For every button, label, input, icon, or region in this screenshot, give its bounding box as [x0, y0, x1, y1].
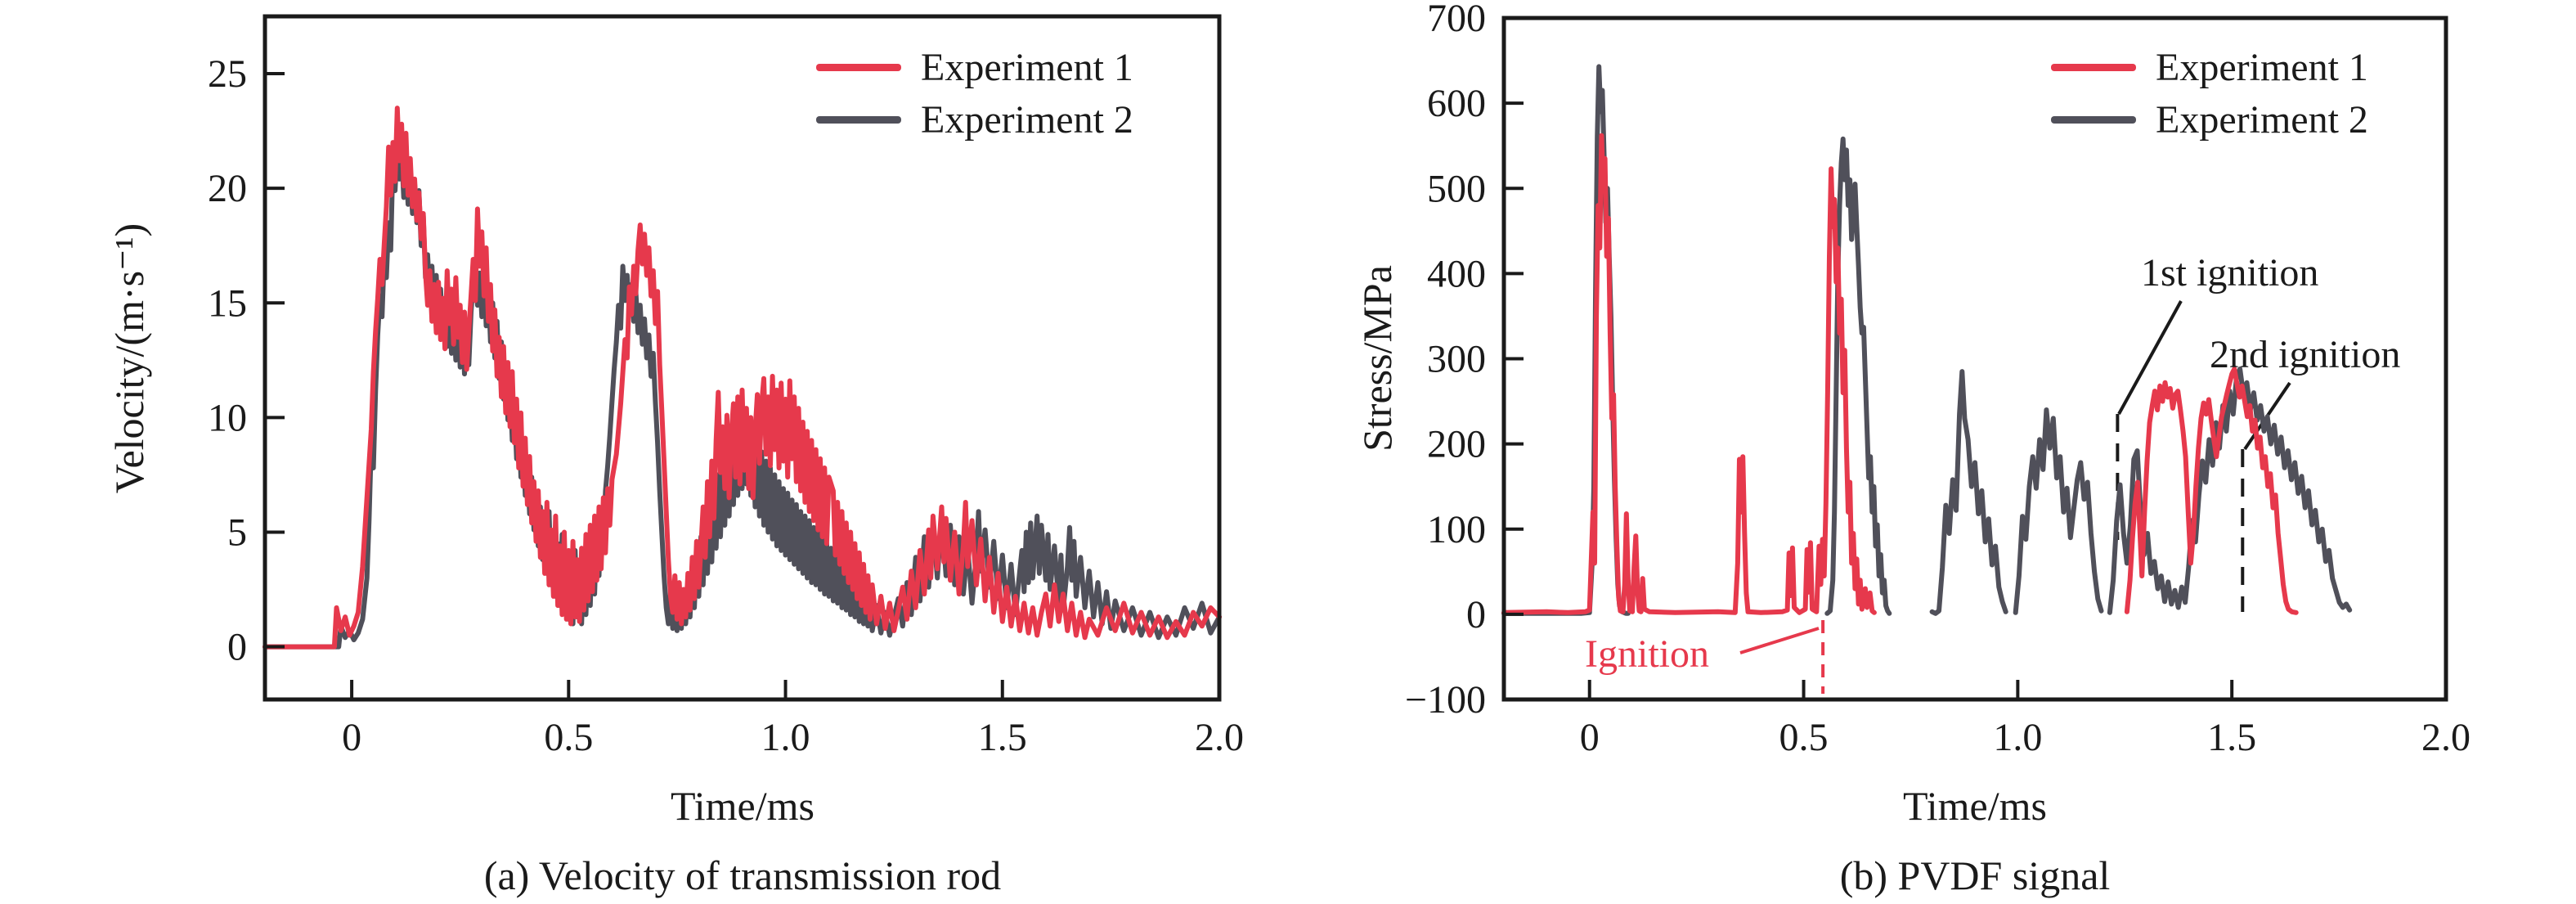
x-tick-label-panel-a: 2.0 — [1195, 716, 1244, 759]
x-tick-label-panel-a: 0.5 — [544, 716, 593, 759]
y-tick-label-panel-a: 25 — [208, 52, 247, 96]
y-tick-label-panel-b: 500 — [1427, 167, 1486, 210]
x-tick-label-panel-a: 1.5 — [978, 716, 1027, 759]
experiment-1-line-swatch — [816, 63, 901, 71]
legend-item-experiment-1: Experiment 1 — [816, 41, 1133, 93]
axis-box-panel-a — [263, 14, 1222, 702]
y-tick-label-panel-b: 100 — [1427, 508, 1486, 551]
first-ignition-annotation-label: 1st ignition — [2141, 251, 2319, 295]
series-line-experiment-1 — [2124, 367, 2299, 615]
first-ignition-leader-line — [2117, 300, 2183, 415]
series-line-experiment-1 — [1501, 133, 1877, 615]
experiment-2-line-swatch — [816, 115, 901, 124]
y-tick-label-panel-b: 400 — [1427, 252, 1486, 295]
panel-a-y-axis-title: Velocity/(m·s⁻¹) — [106, 223, 152, 494]
legend-item-experiment-2: Experiment 2 — [816, 93, 1133, 146]
legend-item-experiment-2: Experiment 2 — [2051, 93, 2368, 146]
panel-a-caption: (a) Velocity of transmission rod — [483, 852, 1002, 898]
y-tick-label-panel-b: −100 — [1405, 678, 1486, 722]
series-line-experiment-1 — [263, 106, 1222, 650]
x-tick-label-panel-b: 2.0 — [2421, 716, 2471, 759]
panel-a-legend: Experiment 1 Experiment 2 — [816, 41, 1133, 146]
series-line-experiment-2 — [1929, 369, 2008, 616]
panel-a-x-axis-title: Time/ms — [670, 783, 815, 829]
legend-label-experiment-1: Experiment 1 — [921, 45, 1133, 89]
x-tick-label-panel-b: 0 — [1580, 716, 1600, 759]
legend-label-experiment-2: Experiment 2 — [2156, 97, 2368, 142]
experiment-1-line-swatch — [2051, 63, 2136, 71]
second-ignition-annotation-label: 2nd ignition — [2210, 333, 2401, 376]
panel-b-legend: Experiment 1 Experiment 2 — [2051, 41, 2368, 146]
ignition-annotation-label: Ignition — [1585, 632, 1709, 676]
y-tick-label-panel-b: 0 — [1466, 593, 1486, 636]
x-tick-label-panel-a: 0 — [342, 716, 361, 759]
series-line-experiment-2 — [2013, 407, 2104, 615]
panel-b-caption: (b) PVDF signal — [1839, 852, 2111, 898]
y-tick-label-panel-a: 0 — [227, 626, 247, 669]
y-tick-label-panel-b: 700 — [1427, 0, 1486, 40]
y-tick-label-panel-b: 300 — [1427, 338, 1486, 381]
ignition-leader-line — [1739, 627, 1820, 654]
legend-label-experiment-1: Experiment 1 — [2156, 45, 2368, 89]
y-tick-label-panel-a: 10 — [208, 396, 247, 439]
legend-item-experiment-1: Experiment 1 — [2051, 41, 2368, 93]
x-tick-label-panel-b: 1.0 — [1993, 716, 2042, 759]
y-tick-label-panel-b: 200 — [1427, 423, 1486, 466]
y-tick-label-panel-a: 5 — [227, 510, 247, 554]
legend-label-experiment-2: Experiment 2 — [921, 97, 1133, 142]
y-tick-label-panel-b: 600 — [1427, 82, 1486, 125]
x-tick-label-panel-b: 0.5 — [1779, 716, 1829, 759]
experiment-2-line-swatch — [2051, 115, 2136, 124]
x-tick-label-panel-a: 1.0 — [761, 716, 810, 759]
series-line-experiment-2 — [1824, 136, 1892, 616]
panel-b-y-axis-title: Stress/MPa — [1354, 265, 1400, 452]
y-tick-label-panel-a: 20 — [208, 167, 247, 210]
x-tick-label-panel-b: 1.5 — [2207, 716, 2256, 759]
y-tick-label-panel-a: 15 — [208, 281, 247, 325]
panel-b-x-axis-title: Time/ms — [1902, 783, 2048, 829]
